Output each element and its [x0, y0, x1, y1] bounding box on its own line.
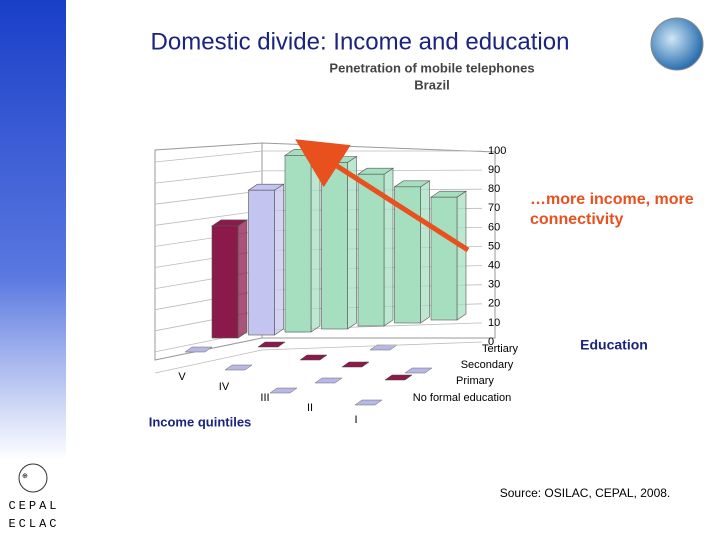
- annotation: …more income, more connectivity: [530, 191, 694, 228]
- flat-tiles-dark: [257, 341, 413, 381]
- depth-tick-label: Primary: [456, 375, 494, 387]
- y-tick-label: 100: [488, 145, 506, 157]
- side-wall: [154, 142, 263, 361]
- bar-side: [456, 190, 467, 321]
- bar-side: [274, 183, 284, 336]
- bar: [430, 196, 458, 321]
- y-tick-label: 50: [488, 240, 500, 252]
- chart-subtitle: Brazil: [414, 77, 449, 92]
- bar: [211, 225, 239, 339]
- y-tick-label: 20: [488, 298, 500, 310]
- annotation-box: …more income, more connectivity: [530, 191, 694, 228]
- x-tick-label: II: [307, 402, 313, 414]
- bar: [357, 173, 385, 327]
- un-emblem: [18, 463, 48, 493]
- chart-title: Penetration of mobile telephones: [329, 60, 534, 75]
- logo-top: CEPAL: [8, 499, 59, 513]
- side-band: [0, 0, 66, 460]
- logo-bottom: ECLAC: [8, 517, 59, 531]
- bar-side: [420, 180, 430, 324]
- grid-line: [261, 341, 483, 351]
- grid-line: [154, 170, 263, 184]
- y-tick-label: 10: [488, 317, 500, 329]
- depth-tick-label: Secondary: [461, 359, 514, 371]
- flat-tiles: [184, 326, 433, 406]
- bar-side: [237, 219, 248, 339]
- depth-tick-label: Tertiary: [482, 343, 519, 355]
- y-tick-label: 60: [488, 221, 500, 233]
- arrow: [295, 139, 470, 253]
- chart: 0102030405060708090100VIVIIIIIITertiaryS…: [154, 142, 519, 426]
- bar-side: [310, 148, 321, 333]
- globe-logo: [650, 17, 704, 71]
- x-tick-label: III: [260, 392, 269, 404]
- grid-line: [154, 190, 263, 205]
- y-tick-label: 40: [488, 260, 500, 272]
- grid-line: [154, 150, 263, 163]
- y-tick-label: 70: [488, 202, 500, 214]
- bar-side: [383, 167, 394, 327]
- bar: [248, 189, 275, 336]
- slide-title: Domestic divide: Income and education: [151, 28, 570, 55]
- bar: [321, 162, 348, 330]
- x-tick-label: V: [178, 371, 186, 383]
- grid-line: [154, 210, 263, 226]
- grid-line: [154, 349, 263, 374]
- y-tick-label: 90: [488, 164, 500, 176]
- depth-tick-label: No formal education: [413, 392, 511, 404]
- depth-axis-title: Education: [580, 337, 648, 353]
- x-tick-label: IV: [219, 381, 230, 393]
- x-axis-title: Income quintiles: [149, 414, 252, 429]
- bar: [284, 155, 312, 333]
- y-tick-label: 0: [488, 336, 494, 348]
- bar-side: [347, 155, 357, 330]
- y-tick-label: 30: [488, 279, 500, 291]
- x-tick-label: I: [354, 414, 357, 426]
- source: Source: OSILAC, CEPAL, 2008.: [500, 486, 671, 500]
- y-tick-label: 80: [488, 183, 500, 195]
- un-logo: ⊕: [22, 473, 28, 480]
